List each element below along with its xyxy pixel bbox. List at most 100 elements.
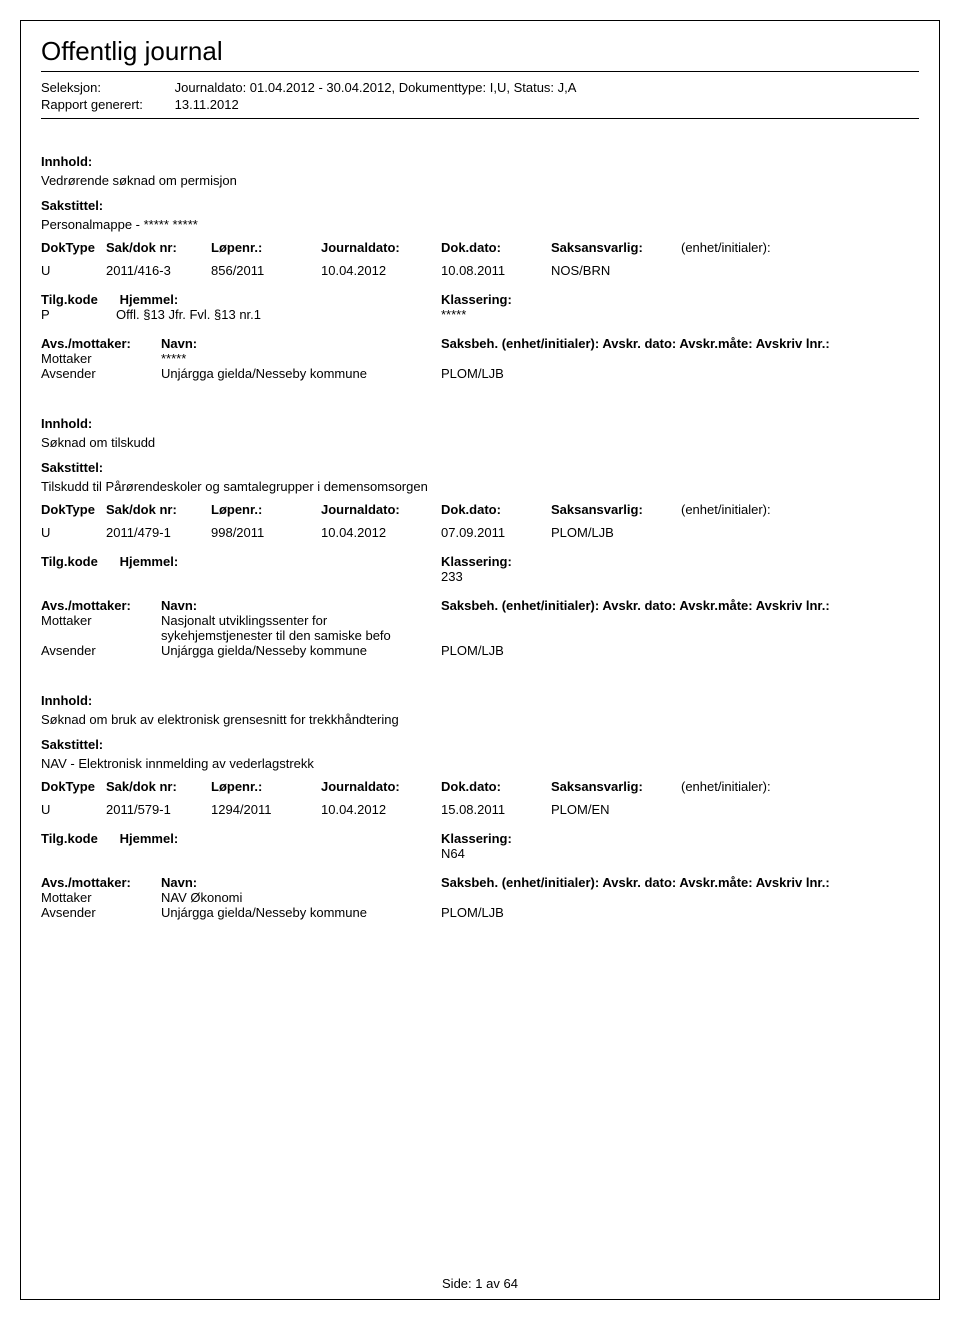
party-row: Avsender Unjárgga gielda/Nesseby kommune… xyxy=(41,905,919,920)
innhold-label: Innhold: xyxy=(41,416,919,431)
journal-record: Innhold: Søknad om tilskudd Sakstittel: … xyxy=(41,416,919,658)
party-row: Mottaker ***** xyxy=(41,351,919,366)
saksansvarlig-label: Saksansvarlig: xyxy=(551,240,681,255)
parties-header: Avs./mottaker: Navn: Saksbeh. (enhet/ini… xyxy=(41,336,919,351)
dokdato-label: Dok.dato: xyxy=(441,240,551,255)
sakstittel-value: Tilskudd til Pårørendeskoler og samtaleg… xyxy=(41,479,919,494)
hjemmel-label: Hjemmel: xyxy=(120,292,179,307)
doktype-label: DokType xyxy=(41,240,106,255)
tilgkode-value xyxy=(41,846,116,861)
page-title: Offentlig journal xyxy=(41,36,919,72)
doktype-value: U xyxy=(41,263,106,278)
side-label: Side: xyxy=(442,1276,472,1291)
party-role: Mottaker xyxy=(41,890,161,905)
sakstittel-label: Sakstittel: xyxy=(41,460,919,475)
avsmot-label: Avs./mottaker: xyxy=(41,875,161,890)
sakdok-value: 2011/579-1 xyxy=(106,802,211,817)
dokdato-label: Dok.dato: xyxy=(441,502,551,517)
party-saksbeh xyxy=(441,351,919,366)
lopenr-value: 1294/2011 xyxy=(211,802,321,817)
klassering-value: ***** xyxy=(441,307,466,322)
party-role: Mottaker xyxy=(41,613,161,643)
sakstittel-value: NAV - Elektronisk innmelding av vederlag… xyxy=(41,756,919,771)
dokdato-label: Dok.dato: xyxy=(441,779,551,794)
doc-header-row: DokType Sak/dok nr: Løpenr.: Journaldato… xyxy=(41,240,919,255)
page-container: Offentlig journal Seleksjon: Journaldato… xyxy=(20,20,940,1300)
lopenr-label: Løpenr.: xyxy=(211,240,321,255)
page-footer: Side: 1 av 64 xyxy=(21,1276,939,1291)
tilgkode-value: P xyxy=(41,307,116,322)
party-row: Mottaker NAV Økonomi xyxy=(41,890,919,905)
enhetinit-label: (enhet/initialer): xyxy=(681,240,919,255)
party-saksbeh: PLOM/LJB xyxy=(441,643,919,658)
journal-record: Innhold: Søknad om bruk av elektronisk g… xyxy=(41,693,919,920)
parties-header: Avs./mottaker: Navn: Saksbeh. (enhet/ini… xyxy=(41,875,919,890)
party-row: Mottaker Nasjonalt utviklingssenter for … xyxy=(41,613,919,643)
party-name: Unjárgga gielda/Nesseby kommune xyxy=(161,366,441,381)
party-role: Avsender xyxy=(41,366,161,381)
party-role: Mottaker xyxy=(41,351,161,366)
doktype-label: DokType xyxy=(41,502,106,517)
enhetinit-label: (enhet/initialer): xyxy=(681,502,919,517)
doktype-label: DokType xyxy=(41,779,106,794)
klassering-value: 233 xyxy=(441,569,463,584)
lopenr-label: Løpenr.: xyxy=(211,502,321,517)
doc-header-row: DokType Sak/dok nr: Løpenr.: Journaldato… xyxy=(41,779,919,794)
innhold-label: Innhold: xyxy=(41,693,919,708)
dokdato-value: 15.08.2011 xyxy=(441,802,551,817)
innhold-label: Innhold: xyxy=(41,154,919,169)
journaldato-label: Journaldato: xyxy=(321,502,441,517)
dokdato-value: 10.08.2011 xyxy=(441,263,551,278)
enhetinit-label: (enhet/initialer): xyxy=(681,779,919,794)
party-row: Avsender Unjárgga gielda/Nesseby kommune… xyxy=(41,643,919,658)
lopenr-value: 856/2011 xyxy=(211,263,321,278)
party-name: ***** xyxy=(161,351,441,366)
rapport-label: Rapport generert: xyxy=(41,97,171,112)
journaldato-value: 10.04.2012 xyxy=(321,263,441,278)
sakdok-label: Sak/dok nr: xyxy=(106,240,211,255)
tilgkode-label: Tilg.kode xyxy=(41,554,116,569)
klassering-value-row: N64 xyxy=(41,846,919,861)
avsmot-label: Avs./mottaker: xyxy=(41,598,161,613)
party-role: Avsender xyxy=(41,643,161,658)
avsmot-label: Avs./mottaker: xyxy=(41,336,161,351)
party-saksbeh xyxy=(441,890,919,905)
party-row: Avsender Unjárgga gielda/Nesseby kommune… xyxy=(41,366,919,381)
journaldato-label: Journaldato: xyxy=(321,779,441,794)
klassering-label: Klassering: xyxy=(441,292,512,307)
sakdok-value: 2011/416-3 xyxy=(106,263,211,278)
rapport-value: 13.11.2012 xyxy=(175,97,239,112)
party-saksbeh: PLOM/LJB xyxy=(441,366,919,381)
saksansvarlig-value: PLOM/LJB xyxy=(551,525,681,540)
parties-header: Avs./mottaker: Navn: Saksbeh. (enhet/ini… xyxy=(41,598,919,613)
party-name: Unjárgga gielda/Nesseby kommune xyxy=(161,643,441,658)
doktype-value: U xyxy=(41,525,106,540)
sakstittel-label: Sakstittel: xyxy=(41,198,919,213)
klassering-value: N64 xyxy=(441,846,465,861)
saksbeh-label: Saksbeh. (enhet/initialer): Avskr. dato:… xyxy=(441,875,919,890)
innhold-value: Søknad om tilskudd xyxy=(41,435,919,450)
saksansvarlig-value: NOS/BRN xyxy=(551,263,681,278)
doc-value-row: U 2011/479-1 998/2011 10.04.2012 07.09.2… xyxy=(41,525,919,540)
innhold-value: Søknad om bruk av elektronisk grensesnit… xyxy=(41,712,919,727)
journal-record: Innhold: Vedrørende søknad om permisjon … xyxy=(41,154,919,381)
lopenr-value: 998/2011 xyxy=(211,525,321,540)
header-separator xyxy=(41,118,919,119)
klassering-header-row: Tilg.kode Hjemmel: Klassering: xyxy=(41,554,919,569)
klassering-label: Klassering: xyxy=(441,554,512,569)
sakstittel-value: Personalmappe - ***** ***** xyxy=(41,217,919,232)
klassering-header-row: Tilg.kode Hjemmel: Klassering: xyxy=(41,831,919,846)
journaldato-label: Journaldato: xyxy=(321,240,441,255)
hjemmel-label: Hjemmel: xyxy=(120,554,179,569)
doc-value-row: U 2011/416-3 856/2011 10.04.2012 10.08.2… xyxy=(41,263,919,278)
party-name: NAV Økonomi xyxy=(161,890,441,905)
saksbeh-label: Saksbeh. (enhet/initialer): Avskr. dato:… xyxy=(441,336,919,351)
klassering-value-row: 233 xyxy=(41,569,919,584)
sakdok-value: 2011/479-1 xyxy=(106,525,211,540)
rapport-line: Rapport generert: 13.11.2012 xyxy=(41,97,919,112)
page-number: 1 xyxy=(475,1276,482,1291)
saksbeh-label: Saksbeh. (enhet/initialer): Avskr. dato:… xyxy=(441,598,919,613)
av-label: av xyxy=(486,1276,500,1291)
hjemmel-value xyxy=(116,846,441,861)
hjemmel-value xyxy=(116,569,441,584)
